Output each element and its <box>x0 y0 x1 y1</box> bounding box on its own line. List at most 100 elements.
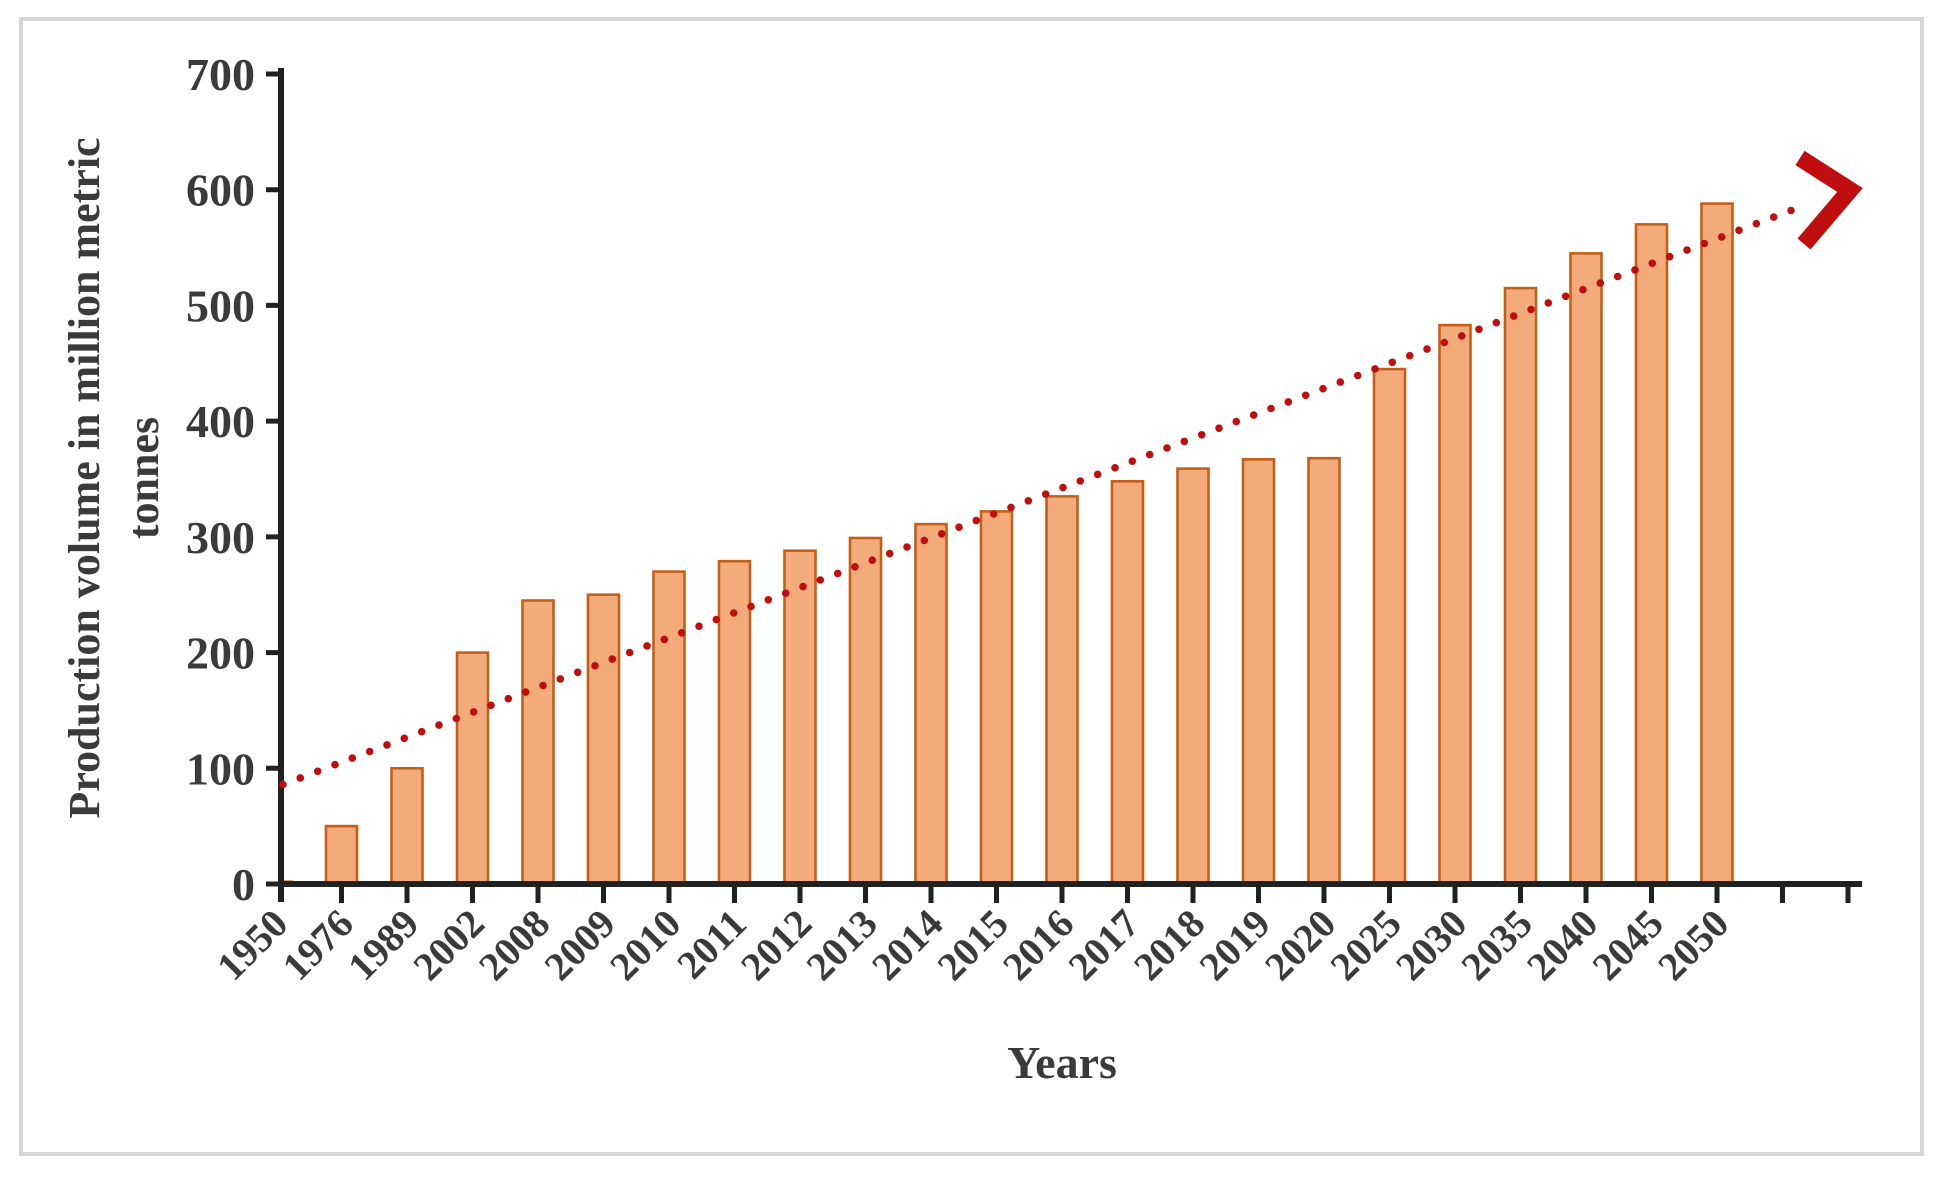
bar-1976 <box>324 824 359 883</box>
trend-dot <box>279 780 287 789</box>
trend-dot <box>1336 378 1345 386</box>
trend-dot <box>1319 384 1327 393</box>
bar-2017 <box>1110 479 1145 883</box>
trend-dot <box>1509 312 1518 320</box>
trend-dot <box>955 523 963 531</box>
trend-dot <box>1197 431 1206 439</box>
x-axis-ticks: 1950197619892002200820092010201120122013… <box>208 884 1851 989</box>
trend-dot <box>1007 503 1015 512</box>
trend-dot <box>1180 437 1189 446</box>
trend-dot <box>591 661 599 670</box>
trend-dot <box>1232 417 1241 426</box>
y-axis-title-line-1: Production volume in million metric <box>60 137 109 818</box>
trend-dot <box>920 536 929 545</box>
trend-dot <box>972 516 981 525</box>
x-tick-label-2040: 2040 <box>1518 901 1606 989</box>
trend-dot <box>695 622 703 630</box>
trend-dot <box>643 642 651 650</box>
x-tick-label-2010: 2010 <box>601 901 689 989</box>
trend-dot <box>851 563 859 571</box>
trend-arrowhead <box>1795 150 1863 250</box>
trend-dot <box>677 629 686 637</box>
bar-1989 <box>390 766 424 883</box>
trend-dot <box>487 701 495 710</box>
bar-2012 <box>783 549 817 883</box>
trend-dot <box>1683 246 1691 254</box>
trend-dot <box>1769 213 1778 221</box>
trend-dot <box>1613 272 1622 281</box>
trend-dot <box>1457 332 1466 340</box>
x-tick-label-1976: 1976 <box>273 901 361 989</box>
x-tick-label-2015: 2015 <box>928 901 1016 989</box>
trend-dot <box>469 708 478 716</box>
y-tick-label-300: 300 <box>186 512 255 563</box>
x-tick-label-2030: 2030 <box>1387 901 1475 989</box>
trend-dot <box>296 774 305 782</box>
trend-dot <box>1527 305 1535 314</box>
trend-dot <box>816 576 825 584</box>
trend-dot <box>833 569 842 578</box>
x-tick-label-1950: 1950 <box>208 901 296 989</box>
trend-dot <box>348 754 357 762</box>
trend-dot <box>1076 477 1085 485</box>
x-tick-label-2045: 2045 <box>1583 901 1671 989</box>
x-tick-label-2009: 2009 <box>535 901 623 989</box>
trend-dot <box>1700 239 1709 248</box>
trend-dot <box>521 688 530 696</box>
bar-2020 <box>1307 456 1341 883</box>
x-tick-label-2017: 2017 <box>1059 901 1147 989</box>
x-tick-label-2002: 2002 <box>404 901 492 989</box>
trend-dot <box>435 721 443 729</box>
trend-dot <box>1371 365 1379 373</box>
trend-dot <box>573 668 582 677</box>
trend-dot <box>937 530 946 538</box>
trend-dot <box>539 681 547 690</box>
x-tick-label-2035: 2035 <box>1452 901 1540 989</box>
bar-2009 <box>586 593 621 883</box>
trend-dot <box>313 767 322 776</box>
trend-dot <box>1128 457 1137 466</box>
figure-border <box>19 17 1924 1156</box>
y-axis-ticks: 0 100 200 300 400 500 600 700 <box>186 49 283 910</box>
bar-2035 <box>1503 286 1538 883</box>
bar-2015 <box>979 510 1014 883</box>
trend-dot <box>1475 325 1483 334</box>
trend-dot <box>1215 424 1223 433</box>
trend-dot <box>1388 358 1397 367</box>
trend-dot <box>712 615 721 624</box>
y-tick-label-100: 100 <box>186 743 255 794</box>
trend-line-group <box>279 150 1863 789</box>
x-axis-title: Years <box>1007 1037 1117 1088</box>
trend-dot <box>1111 464 1119 472</box>
x-tick-label-2050: 2050 <box>1649 901 1737 989</box>
trend-dot <box>1579 285 1587 294</box>
trend-dot <box>365 747 374 756</box>
x-tick-label-2011: 2011 <box>668 901 755 988</box>
trend-dot <box>1665 252 1674 261</box>
bars-group <box>281 202 1734 883</box>
y-tick-label-200: 200 <box>186 628 255 679</box>
bar-2013 <box>848 536 883 883</box>
x-tick-label-2020: 2020 <box>1256 901 1344 989</box>
trend-dot <box>1093 470 1102 479</box>
trend-dot <box>1648 259 1657 268</box>
x-tick-label-2013: 2013 <box>797 901 885 989</box>
trend-dot <box>764 596 773 604</box>
trend-dot <box>1041 490 1050 499</box>
trend-dot <box>1423 345 1431 353</box>
bar-2045 <box>1634 223 1669 883</box>
trend-dot <box>1752 219 1761 228</box>
trend-dot <box>1284 398 1293 406</box>
bar-2025 <box>1372 367 1407 883</box>
x-tick-label-2025: 2025 <box>1321 901 1409 989</box>
trend-dot <box>660 635 669 644</box>
trend-dot <box>331 760 339 769</box>
x-tick-label-2016: 2016 <box>994 901 1082 989</box>
trend-dot <box>625 648 634 657</box>
trend-dot <box>1544 299 1553 307</box>
trend-dot <box>989 510 998 518</box>
bar-2010 <box>652 570 686 883</box>
trend-dot <box>400 734 409 743</box>
